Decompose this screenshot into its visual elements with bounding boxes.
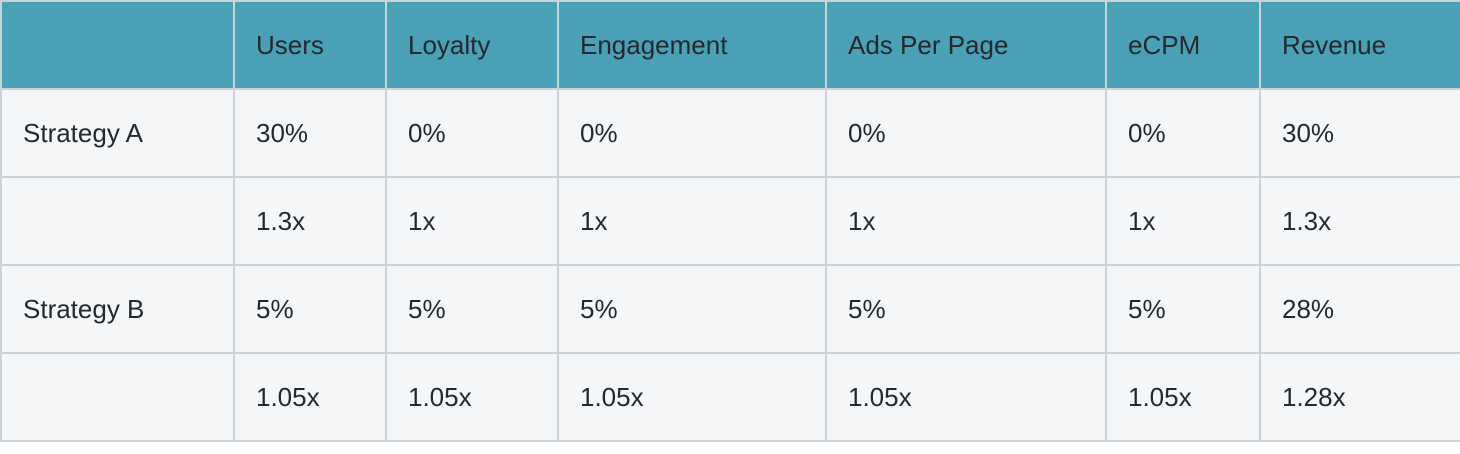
table-cell: 1.05x: [233, 352, 387, 442]
table-cell: 1.28x: [1259, 352, 1460, 442]
table-cell: 1x: [825, 176, 1107, 266]
table-cell: 1.3x: [1259, 176, 1460, 266]
table-row: Strategy A 30% 0% 0% 0% 0% 30%: [0, 88, 1460, 178]
row-label: [0, 176, 235, 266]
table-row: Strategy B 5% 5% 5% 5% 5% 28%: [0, 264, 1460, 354]
strategy-comparison-table: Users Loyalty Engagement Ads Per Page eCPM Re…: [0, 0, 1460, 442]
table-row: 1.05x 1.05x 1.05x 1.05x 1.05x 1.28x: [0, 352, 1460, 442]
column-header: Loyalty: [385, 0, 559, 90]
table-cell: 30%: [233, 88, 387, 178]
table-cell: 0%: [385, 88, 559, 178]
table-cell: 28%: [1259, 264, 1460, 354]
column-header: Ads Per Page: [825, 0, 1107, 90]
table-cell: 5%: [825, 264, 1107, 354]
table-row: 1.3x 1x 1x 1x 1x 1.3x: [0, 176, 1460, 266]
column-header: eCPM: [1105, 0, 1261, 90]
row-label: Strategy B: [0, 264, 235, 354]
table-cell: 5%: [385, 264, 559, 354]
row-label: [0, 352, 235, 442]
table-cell: 1.3x: [233, 176, 387, 266]
table-cell: 30%: [1259, 88, 1460, 178]
column-header: [0, 0, 235, 90]
table-cell: 5%: [557, 264, 827, 354]
table-cell: 0%: [1105, 88, 1261, 178]
table-cell: 1.05x: [385, 352, 559, 442]
table-cell: 5%: [1105, 264, 1261, 354]
row-label: Strategy A: [0, 88, 235, 178]
table-cell: 1.05x: [825, 352, 1107, 442]
header-row: Users Loyalty Engagement Ads Per Page eCPM Re…: [0, 0, 1460, 90]
table-cell: 1.05x: [557, 352, 827, 442]
table-cell: 0%: [557, 88, 827, 178]
table-cell: 1x: [385, 176, 559, 266]
table-cell: 1x: [557, 176, 827, 266]
column-header: Revenue: [1259, 0, 1460, 90]
column-header: Engagement: [557, 0, 827, 90]
column-header: Users: [233, 0, 387, 90]
table-cell: 0%: [825, 88, 1107, 178]
table-cell: 1.05x: [1105, 352, 1261, 442]
table-cell: 5%: [233, 264, 387, 354]
table-cell: 1x: [1105, 176, 1261, 266]
